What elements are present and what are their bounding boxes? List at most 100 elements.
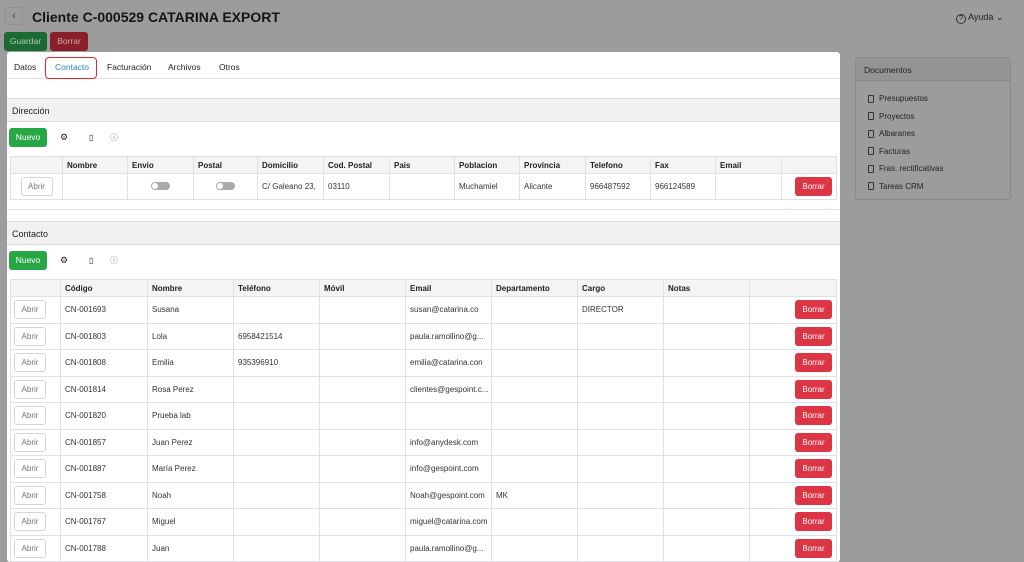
- document-link[interactable]: Proyectos: [856, 108, 1010, 126]
- cell-movil: [319, 481, 406, 509]
- cell-nombre: Miguel: [147, 508, 234, 536]
- cell-cargo: [577, 481, 664, 509]
- gear-icon[interactable]: ⚙: [60, 255, 69, 265]
- cell-nombre: Noah: [147, 481, 234, 509]
- column-header: Pais: [389, 156, 455, 174]
- cell-notas: [663, 428, 750, 456]
- cell-movil: [319, 428, 406, 456]
- delete-row-button[interactable]: Borrar: [795, 300, 832, 320]
- cell-telefono: [233, 481, 320, 509]
- tab-datos[interactable]: Datos: [14, 62, 37, 72]
- open-button[interactable]: Abrir: [14, 485, 46, 505]
- help-icon: ?: [956, 14, 966, 24]
- table-row: Abrir CN-001820 Prueba lab Borrar: [10, 402, 837, 430]
- tab-archivos[interactable]: Archivos: [168, 62, 201, 72]
- delete-row-button[interactable]: Borrar: [795, 177, 832, 196]
- document-link[interactable]: Albaranes: [856, 125, 1010, 143]
- delete-row-button[interactable]: Borrar: [795, 538, 832, 558]
- contacto-new-button[interactable]: Nuevo: [9, 251, 47, 270]
- open-button[interactable]: Abrir: [14, 432, 46, 452]
- delete-row-button[interactable]: Borrar: [795, 459, 832, 479]
- cell-movil: [319, 349, 406, 377]
- column-header: Envio: [127, 156, 194, 174]
- table-row: Abrir CN-001803 Lola 6958421514 paula.ramoll…: [10, 322, 837, 350]
- document-link[interactable]: Facturas: [856, 143, 1010, 161]
- cell-departamento: [491, 375, 578, 403]
- info-icon[interactable]: ⓘ: [110, 256, 118, 265]
- direccion-new-button[interactable]: Nuevo: [9, 128, 47, 147]
- document-link[interactable]: Presupuestos: [856, 90, 1010, 108]
- cell-codigo: CN-001693: [60, 296, 148, 324]
- cell-telefono: 966487592: [585, 173, 651, 200]
- envio-toggle[interactable]: [151, 181, 170, 190]
- open-button[interactable]: Abrir: [14, 353, 46, 373]
- documentos-title: Documentos: [856, 58, 1010, 81]
- column-header: [10, 279, 61, 297]
- delete-row-button[interactable]: Borrar: [795, 406, 832, 426]
- table-row: Abrir CN-001758 Noah Noah@gespoint.com MK Bor…: [10, 481, 837, 509]
- delete-row-button[interactable]: Borrar: [795, 353, 832, 373]
- document-label: Facturas: [879, 146, 911, 156]
- tab-otros[interactable]: Otros: [219, 62, 240, 72]
- cell-email: [405, 402, 492, 430]
- help-menu[interactable]: ? Ayuda ⌄: [956, 12, 1003, 24]
- column-header: Postal: [193, 156, 258, 174]
- cell-cargo: [577, 349, 664, 377]
- document-link[interactable]: Tareas CRM: [856, 178, 1010, 196]
- cell-email: info@anydesk.com: [405, 428, 492, 456]
- tab-highlight: [45, 57, 97, 79]
- cell-telefono: [233, 508, 320, 536]
- cell-email: info@gespoint.com: [405, 455, 492, 483]
- open-button[interactable]: Abrir: [14, 326, 46, 346]
- save-button[interactable]: Guardar: [4, 32, 47, 51]
- open-button[interactable]: Abrir: [14, 300, 46, 320]
- open-button[interactable]: Abrir: [14, 379, 46, 399]
- cell-telefono: [233, 455, 320, 483]
- cell-telefono: [233, 402, 320, 430]
- file-icon: [868, 147, 874, 156]
- open-button[interactable]: Abrir: [20, 177, 53, 196]
- delete-row-button[interactable]: Borrar: [795, 432, 832, 452]
- cell-telefono: [233, 296, 320, 324]
- column-header: Nombre: [62, 156, 128, 174]
- top-bar: ‹ Cliente C-000529 CATARINA EXPORT ? Ayu…: [0, 0, 1024, 32]
- cell-notas: [663, 455, 750, 483]
- export-icon[interactable]: ▯: [89, 133, 94, 142]
- open-button[interactable]: Abrir: [14, 512, 46, 532]
- delete-row-button[interactable]: Borrar: [795, 379, 832, 399]
- cell-email: clientes@gespoint.c...: [405, 375, 492, 403]
- delete-button[interactable]: Borrar: [50, 32, 88, 51]
- cell-email: susan@catarina.co: [405, 296, 492, 324]
- info-icon[interactable]: ⓘ: [110, 133, 118, 142]
- open-button[interactable]: Abrir: [14, 459, 46, 479]
- cell-cargo: [577, 534, 664, 562]
- file-icon: [868, 129, 874, 138]
- tab-contacto[interactable]: Contacto: [55, 62, 90, 72]
- document-label: Proyectos: [879, 111, 915, 121]
- tab-facturacion[interactable]: Facturación: [107, 62, 152, 72]
- delete-row-button[interactable]: Borrar: [795, 326, 832, 346]
- chevron-down-icon: ⌄: [995, 12, 1004, 22]
- cell-nombre: Emilia: [147, 349, 234, 377]
- delete-row-button[interactable]: Borrar: [795, 485, 832, 505]
- help-label: Ayuda: [968, 12, 994, 22]
- open-button[interactable]: Abrir: [14, 406, 46, 426]
- cell-nombre: Juan: [147, 534, 234, 562]
- gear-icon[interactable]: ⚙: [60, 132, 69, 142]
- table-row: Abrir CN-001887 María Perez info@gespoint.c…: [10, 455, 837, 483]
- back-button[interactable]: ‹: [5, 7, 23, 25]
- open-button[interactable]: Abrir: [14, 538, 46, 558]
- table-header: Nombre Envio Postal Domicilio Cod. Posta…: [10, 156, 837, 174]
- direccion-table: Nombre Envio Postal Domicilio Cod. Posta…: [10, 156, 837, 200]
- postal-toggle[interactable]: [216, 181, 235, 190]
- cell-notas: [663, 508, 750, 536]
- cell-nombre: Lola: [147, 322, 234, 350]
- delete-row-button[interactable]: Borrar: [795, 512, 832, 532]
- column-header: [10, 156, 63, 174]
- document-link[interactable]: Fras. rectificativas: [856, 160, 1010, 178]
- cell-telefono: [233, 534, 320, 562]
- cell-email: paula.ramollino@g...: [405, 322, 492, 350]
- column-header: Email: [405, 279, 492, 297]
- export-icon[interactable]: ▯: [89, 256, 94, 265]
- cell-departamento: MK: [491, 481, 578, 509]
